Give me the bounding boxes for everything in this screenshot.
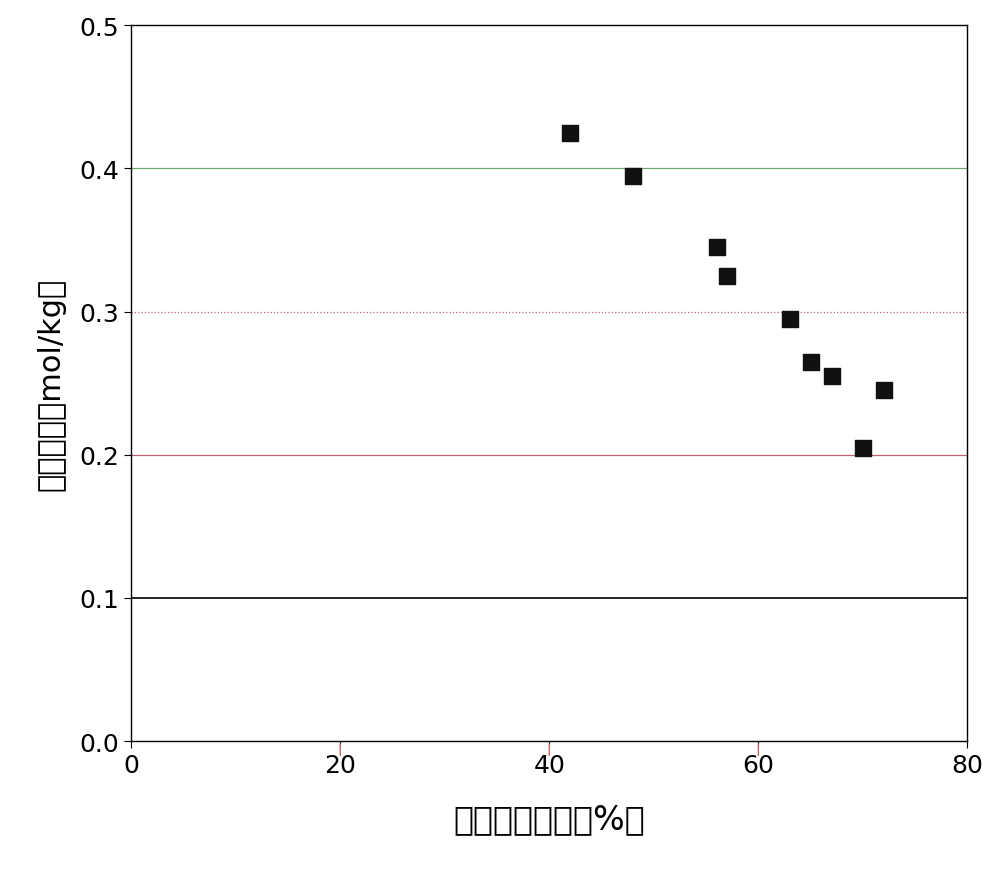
Point [855,441,871,455]
Point [719,269,735,283]
Point [803,355,819,369]
Y-axis label: 交联密度（mol/kg）: 交联密度（mol/kg） [37,277,66,490]
Point [782,312,798,326]
Point [625,169,641,183]
Point [562,127,578,141]
Point [824,369,840,383]
Point [876,384,892,398]
X-axis label: 压缩永久变形（%）: 压缩永久变形（%） [453,802,645,835]
Point [709,241,725,255]
